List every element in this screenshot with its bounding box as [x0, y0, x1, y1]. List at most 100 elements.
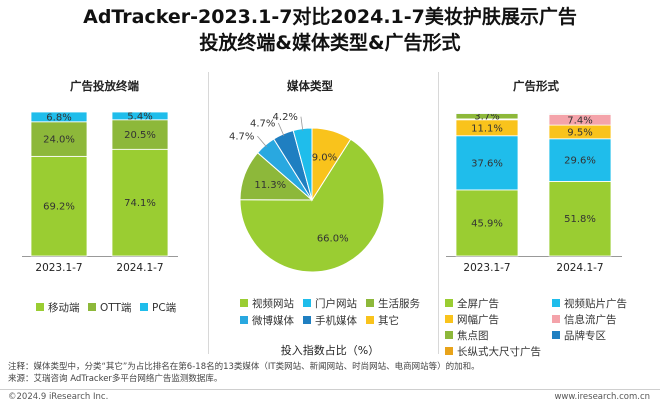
legend-item-life-service: 生活服务 — [366, 296, 420, 311]
legend-label: 全屏广告 — [457, 298, 499, 310]
legend-swatch — [36, 303, 44, 311]
format-bar-6-1 — [548, 111, 612, 114]
legend-swatch — [445, 347, 453, 355]
terminal-data-label: 6.8% — [46, 112, 71, 123]
legend-swatch — [303, 316, 311, 324]
legend-swatch — [240, 316, 248, 324]
pie-data-label: 9.0% — [312, 153, 337, 164]
panel-divider-right — [438, 72, 439, 354]
terminal-bar-1-1 — [111, 119, 169, 150]
legend-swatch — [366, 316, 374, 324]
format-data-label: 7.4% — [567, 115, 592, 126]
legend-swatch — [552, 315, 560, 323]
pie-data-label: 66.0% — [317, 233, 349, 244]
legend-item-banner: 网幅广告 — [445, 312, 499, 327]
legend-item-long-vertical: 长纵式大尺寸广告 — [445, 344, 541, 359]
terminal-data-label: 5.4% — [127, 111, 152, 122]
terminal-bar-2-0 — [30, 111, 88, 123]
pie-data-label: 4.7% — [250, 119, 275, 130]
legend-item-weibo: 微博媒体 — [240, 313, 294, 328]
pie-data-label: 4.7% — [229, 132, 254, 143]
legend-label: OTT端 — [100, 302, 132, 314]
format-bar-1-1 — [548, 138, 612, 182]
legend-item-brand-zone: 品牌专区 — [552, 328, 606, 343]
legend-swatch — [240, 299, 248, 307]
pie-data-label: 11.3% — [254, 180, 286, 191]
legend-item-fullscreen: 全屏广告 — [445, 296, 499, 311]
legend-label: 生活服务 — [378, 298, 420, 310]
format-data-label: 37.6% — [471, 158, 503, 169]
legend-label: 信息流广告 — [564, 314, 617, 326]
legend-swatch — [303, 299, 311, 307]
legend-label: 视频网站 — [252, 298, 294, 310]
legend-label: 其它 — [378, 315, 399, 327]
legend-label: PC端 — [152, 302, 177, 314]
source-text: 来源：艾瑞咨询 AdTracker多平台网络广告监测数据库。 — [8, 374, 223, 384]
format-data-label: 11.1% — [471, 123, 503, 134]
format-data-label: 51.8% — [564, 214, 596, 225]
legend-label: 门户网站 — [315, 298, 357, 310]
legend-label: 微博媒体 — [252, 315, 294, 327]
terminal-bar-0-1 — [111, 148, 169, 257]
legend-item-focus: 焦点图 — [445, 328, 489, 343]
terminal-data-label: 74.1% — [124, 198, 156, 209]
legend-label: 移动端 — [48, 302, 80, 314]
footer-rule — [0, 389, 660, 390]
legend-label: 长纵式大尺寸广告 — [457, 346, 541, 358]
pie-leader-line — [300, 116, 304, 131]
footer-url: www.iresearch.com.cn — [554, 392, 650, 402]
format-bar-6-0 — [455, 111, 519, 114]
title-line-2: 投放终端&媒体类型&广告形式 — [199, 32, 461, 54]
panel-title-format: 广告形式 — [513, 79, 559, 93]
footer-copyright: ©2024.9 iResearch Inc. — [8, 392, 109, 402]
legend-label: 网幅广告 — [457, 314, 499, 326]
legend-swatch — [445, 331, 453, 339]
legend-label: 视频贴片广告 — [564, 298, 627, 310]
legend-swatch — [445, 315, 453, 323]
pie-leader-line — [277, 122, 285, 137]
legend-item-feed: 信息流广告 — [552, 312, 617, 327]
legend-label: 焦点图 — [457, 330, 489, 342]
legend-swatch — [88, 303, 96, 311]
pie-data-label: 4.2% — [273, 112, 298, 123]
legend-item-video-preroll: 视频贴片广告 — [552, 296, 627, 311]
terminal-bar-1-0 — [30, 121, 88, 157]
pie-slice-5 — [311, 127, 352, 202]
legend-swatch — [140, 303, 148, 311]
format-data-label: 9.5% — [567, 127, 592, 138]
notes-block: 注释：媒体类型中，分类“其它”为占比排名在第6-18名的13类媒体（IT类网站、… — [8, 361, 480, 385]
format-data-label: 45.9% — [471, 218, 503, 229]
legend-label: 手机媒体 — [315, 315, 357, 327]
terminal-tick-label: 2023.1-7 — [35, 262, 82, 274]
terminal-tick-label: 2024.1-7 — [116, 262, 163, 274]
legend-item-video-site: 视频网站 — [240, 296, 294, 311]
panel-title-terminal: 广告投放终端 — [70, 79, 139, 93]
pie-slice-0 — [239, 138, 385, 273]
format-data-label: 29.6% — [564, 156, 596, 167]
panel-divider-left — [208, 72, 209, 354]
x-caption: 投入指数占比（%） — [280, 344, 380, 357]
format-tick-label: 2023.1-7 — [463, 262, 510, 274]
terminal-bar-2-1 — [111, 111, 169, 121]
legend-item-mobile-media: 手机媒体 — [303, 313, 357, 328]
legend-swatch — [552, 331, 560, 339]
panel-title-media: 媒体类型 — [287, 79, 333, 93]
terminal-data-label: 69.2% — [43, 202, 75, 213]
legend-item-mobile: 移动端 — [36, 300, 80, 315]
legend-item-portal: 门户网站 — [303, 296, 357, 311]
note-text: 注释：媒体类型中，分类“其它”为占比排名在第6-18名的13类媒体（IT类网站、… — [8, 362, 480, 372]
legend-swatch — [552, 299, 560, 307]
legend-item-other: 其它 — [366, 313, 399, 328]
title-line-1: AdTracker-2023.1-7对比2024.1-7美妆护肤展示广告 — [83, 6, 577, 28]
pie-leader-line — [257, 135, 267, 148]
legend-swatch — [366, 299, 374, 307]
terminal-data-label: 24.0% — [43, 135, 75, 146]
format-bar-1-0 — [455, 135, 519, 191]
format-bar-0-1 — [548, 181, 612, 257]
format-data-label: 3.7% — [474, 112, 499, 123]
chart-title: AdTracker-2023.1-7对比2024.1-7美妆护肤展示广告 投放终… — [0, 4, 660, 56]
legend-label: 品牌专区 — [564, 330, 606, 342]
legend-swatch — [445, 299, 453, 307]
terminal-data-label: 20.5% — [124, 130, 156, 141]
